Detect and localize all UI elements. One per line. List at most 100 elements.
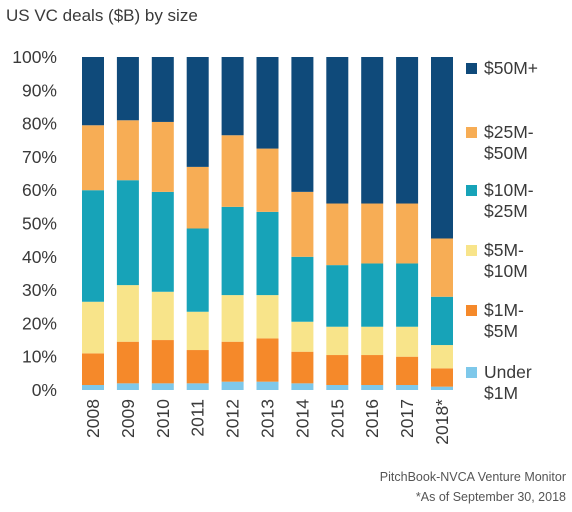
footnote: *As of September 30, 2018 [415, 490, 566, 504]
bar-segment [326, 326, 349, 356]
bar-segment [361, 355, 384, 386]
bar-segment [186, 311, 209, 351]
bar-segment [396, 385, 419, 390]
bar-segment [82, 301, 104, 354]
bar-segment [186, 166, 209, 229]
bar-segment [151, 383, 174, 390]
bar-segment [186, 228, 209, 312]
bar-segment [256, 381, 279, 390]
x-tick-label: 2017 [397, 399, 417, 438]
legend-label: $50M+ [484, 58, 538, 78]
bar-segment [116, 57, 139, 121]
bar-segment [361, 326, 384, 356]
bars [82, 57, 453, 390]
legend-item-10m-25m: $10M- $25M [466, 180, 534, 222]
bar-segment [396, 326, 419, 357]
bar-segment [256, 295, 279, 339]
bar-segment [326, 203, 349, 266]
chart-title: US VC deals ($B) by size [6, 6, 198, 25]
y-tick-label: 60% [22, 180, 57, 200]
bar-segment [221, 57, 244, 136]
x-axis-labels: 2008 2009 2010 2011 2012 2013 2014 2015 2016 2017… [83, 399, 452, 445]
bar-segment [256, 148, 279, 212]
legend-label: Under $1M [484, 362, 532, 403]
source-credit: PitchBook-NVCA Venture Monitor [379, 470, 566, 484]
bar-segment [431, 57, 453, 239]
x-tick-label: 2010 [153, 399, 173, 438]
bar-segment [116, 180, 139, 286]
legend-swatch [466, 245, 477, 256]
bar-segment [116, 285, 139, 342]
bar-segment [82, 353, 104, 386]
legend-label: $5M- $10M [484, 240, 528, 281]
bar-segment [116, 383, 139, 390]
x-tick-label: 2015 [327, 399, 347, 438]
bar-segment [431, 345, 453, 369]
bar-segment [221, 135, 244, 207]
legend-swatch [466, 63, 477, 74]
bar-segment [82, 385, 104, 390]
bar-segment [291, 191, 314, 257]
x-tick-label: 2016 [362, 399, 382, 438]
y-tick-label: 80% [22, 114, 57, 134]
bar-segment [431, 238, 453, 297]
y-tick-label: 30% [22, 280, 57, 300]
x-tick-label: 2008 [83, 399, 103, 438]
y-tick-label: 40% [22, 247, 57, 267]
bar-segment [116, 120, 139, 181]
legend-item-25m-50m: $25M- $50M [466, 122, 534, 164]
bar-segment [221, 381, 244, 390]
bar-segment [256, 57, 279, 149]
bar-segment [221, 295, 244, 342]
legend-item-5m-10m: $5M- $10M [466, 240, 528, 282]
y-tick-label: 100% [12, 47, 57, 67]
x-tick-label: 2012 [223, 399, 243, 438]
bar-segment [221, 341, 244, 382]
bar-segment [396, 57, 419, 204]
bar-segment [361, 385, 384, 390]
bar-segment [186, 57, 209, 167]
y-tick-label: 10% [22, 347, 57, 367]
bar-segment [361, 203, 384, 264]
bar-segment [151, 121, 174, 192]
y-tick-label: 0% [32, 380, 57, 400]
bar-segment [396, 203, 419, 264]
bar-segment [361, 57, 384, 204]
bar-segment [256, 211, 279, 296]
legend-label: $1M- $5M [484, 300, 524, 341]
bar-segment [291, 351, 314, 384]
bar-segment [151, 340, 174, 384]
bar-segment [431, 368, 453, 387]
x-tick-label: 2013 [258, 399, 278, 438]
bar-segment [291, 256, 314, 322]
bar-segment [116, 341, 139, 384]
y-tick-label: 90% [22, 80, 57, 100]
x-tick-label: 2014 [292, 399, 312, 438]
legend-swatch [466, 127, 477, 138]
bar-segment [186, 350, 209, 384]
bar-segment [326, 57, 349, 204]
bar-segment [221, 206, 244, 296]
legend-item-under-1m: Under $1M [466, 362, 532, 404]
legend-swatch [466, 305, 477, 316]
x-tick-label: 2018* [432, 399, 452, 445]
bar-segment [151, 57, 174, 122]
bar-segment [82, 57, 104, 126]
y-tick-label: 20% [22, 313, 57, 333]
bar-segment [396, 263, 419, 327]
bar-segment [431, 386, 453, 390]
bar-segment [151, 191, 174, 292]
bar-segment [326, 265, 349, 327]
bar-segment [361, 263, 384, 327]
legend-swatch [466, 367, 477, 378]
legend-label: $25M- $50M [484, 122, 534, 163]
bar-segment [326, 385, 349, 390]
bar-segment [186, 383, 209, 390]
legend-swatch [466, 185, 477, 196]
bar-segment [82, 125, 104, 191]
bar-segment [291, 321, 314, 352]
y-axis-labels: 0% 10% 20% 30% 40% 50% 60% 70% 80% 90% 100% [12, 47, 57, 400]
bar-segment [291, 383, 314, 390]
legend-label: $10M- $25M [484, 180, 534, 221]
